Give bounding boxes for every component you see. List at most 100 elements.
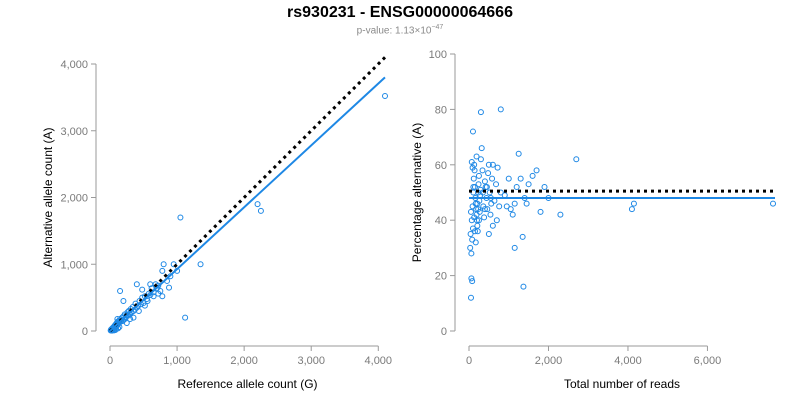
right-data-point (484, 206, 491, 213)
right-data-point (489, 161, 496, 168)
left-x-tick-label: 2,000 (230, 355, 258, 367)
left-y-tick-label: 3,000 (60, 126, 88, 138)
right-data-point (573, 156, 580, 163)
left-data-point (170, 261, 177, 268)
right-data-point (469, 128, 476, 135)
left-data-point (139, 286, 146, 293)
right-data-point (477, 156, 484, 163)
left-data-point (130, 314, 137, 321)
right-y-tick-label: 40 (435, 215, 447, 227)
right-data-point (496, 203, 503, 210)
right-data-point (469, 164, 476, 171)
left-x-axis-label: Reference allele count (G) (177, 377, 317, 391)
right-data-point (509, 211, 516, 218)
right-data-point (470, 175, 477, 182)
left-y-tick-label: 1,000 (60, 259, 88, 271)
left-x-tick-label: 3,000 (297, 355, 325, 367)
right-data-point (511, 244, 518, 251)
right-data-point (471, 214, 478, 221)
right-data-point (469, 278, 476, 285)
right-x-tick-label: 4,000 (614, 355, 642, 367)
right-data-point (470, 183, 477, 190)
left-y-tick-label: 2,000 (60, 193, 88, 205)
right-data-point (467, 244, 474, 251)
left-fit-line (109, 76, 386, 332)
right-y-axis-label: Percentage alternative (A) (410, 123, 424, 262)
right-data-point (475, 172, 482, 179)
right-data-point (497, 106, 504, 113)
left-data-point (114, 315, 121, 322)
left-data-point (166, 284, 173, 291)
left-y-tick-label: 4,000 (60, 59, 88, 71)
right-data-point (533, 167, 540, 174)
left-data-point (117, 287, 124, 294)
right-data-point (489, 222, 496, 229)
right-data-point (628, 206, 635, 213)
chart-header: rs930231 - ENSG00000064666 p-value: 1.13… (0, 0, 800, 50)
right-data-point (477, 109, 484, 116)
right-data-point (485, 161, 492, 168)
left-reference-line (108, 56, 387, 333)
right-data-point (481, 206, 488, 213)
left-data-point (159, 267, 166, 274)
chart-title: rs930231 - ENSG00000064666 (287, 4, 513, 21)
left-data-point (254, 201, 261, 208)
right-data-point (474, 200, 481, 207)
left-data-point (133, 281, 140, 288)
right-data-point (541, 183, 548, 190)
right-data-point (481, 214, 488, 221)
right-x-tick-label: 0 (466, 355, 472, 367)
left-data-point (135, 307, 142, 314)
right-data-point (468, 275, 475, 282)
right-data-point (471, 228, 478, 235)
right-data-point (475, 217, 482, 224)
left-data-point (141, 302, 148, 309)
right-data-point (520, 283, 527, 290)
pvalue-exponent: −47 (431, 24, 444, 31)
left-y-axis-label: Alternative allele count (A) (41, 127, 55, 267)
right-data-point (557, 211, 564, 218)
left-data-point (382, 93, 388, 100)
right-data-point (493, 181, 500, 188)
left-data-point (167, 273, 174, 280)
right-data-point (472, 239, 479, 246)
left-data-point (147, 281, 154, 288)
right-data-point (493, 217, 500, 224)
right-data-point (485, 170, 492, 177)
right-data-point (485, 231, 492, 238)
right-data-point (537, 208, 544, 215)
pvalue-text: p-value: 1.13×10 (356, 25, 432, 37)
left-data-point (150, 293, 157, 300)
right-data-point (515, 150, 522, 157)
left-x-tick-label: 1,000 (163, 355, 191, 367)
right-data-point (505, 175, 512, 182)
right-data-point (489, 175, 496, 182)
left-data-point (197, 261, 204, 268)
right-y-tick-label: 0 (441, 326, 447, 338)
right-data-point (473, 153, 480, 160)
right-x-tick-label: 6,000 (694, 355, 722, 367)
right-data-point (467, 231, 474, 238)
left-x-tick-label: 4,000 (365, 355, 393, 367)
left-y-tick-label: 0 (82, 326, 88, 338)
right-y-tick-label: 60 (435, 160, 447, 172)
right-data-point (481, 178, 488, 185)
left-data-point (120, 297, 127, 304)
right-data-point (529, 172, 536, 179)
right-data-point (483, 183, 490, 190)
pvalue-subtitle: p-value: 1.13×10−47 (0, 24, 800, 36)
left-data-point (160, 261, 167, 268)
left-data-point (182, 314, 189, 321)
right-data-point (474, 222, 481, 229)
right-data-point (468, 250, 475, 257)
right-data-point (770, 200, 777, 207)
right-data-point (467, 294, 474, 301)
right-y-tick-label: 100 (429, 49, 447, 61)
right-data-point (478, 145, 485, 152)
right-data-point (468, 159, 475, 166)
right-data-point (475, 206, 482, 213)
right-y-tick-label: 80 (435, 104, 447, 116)
right-data-point (487, 211, 494, 218)
right-data-point (494, 164, 501, 171)
